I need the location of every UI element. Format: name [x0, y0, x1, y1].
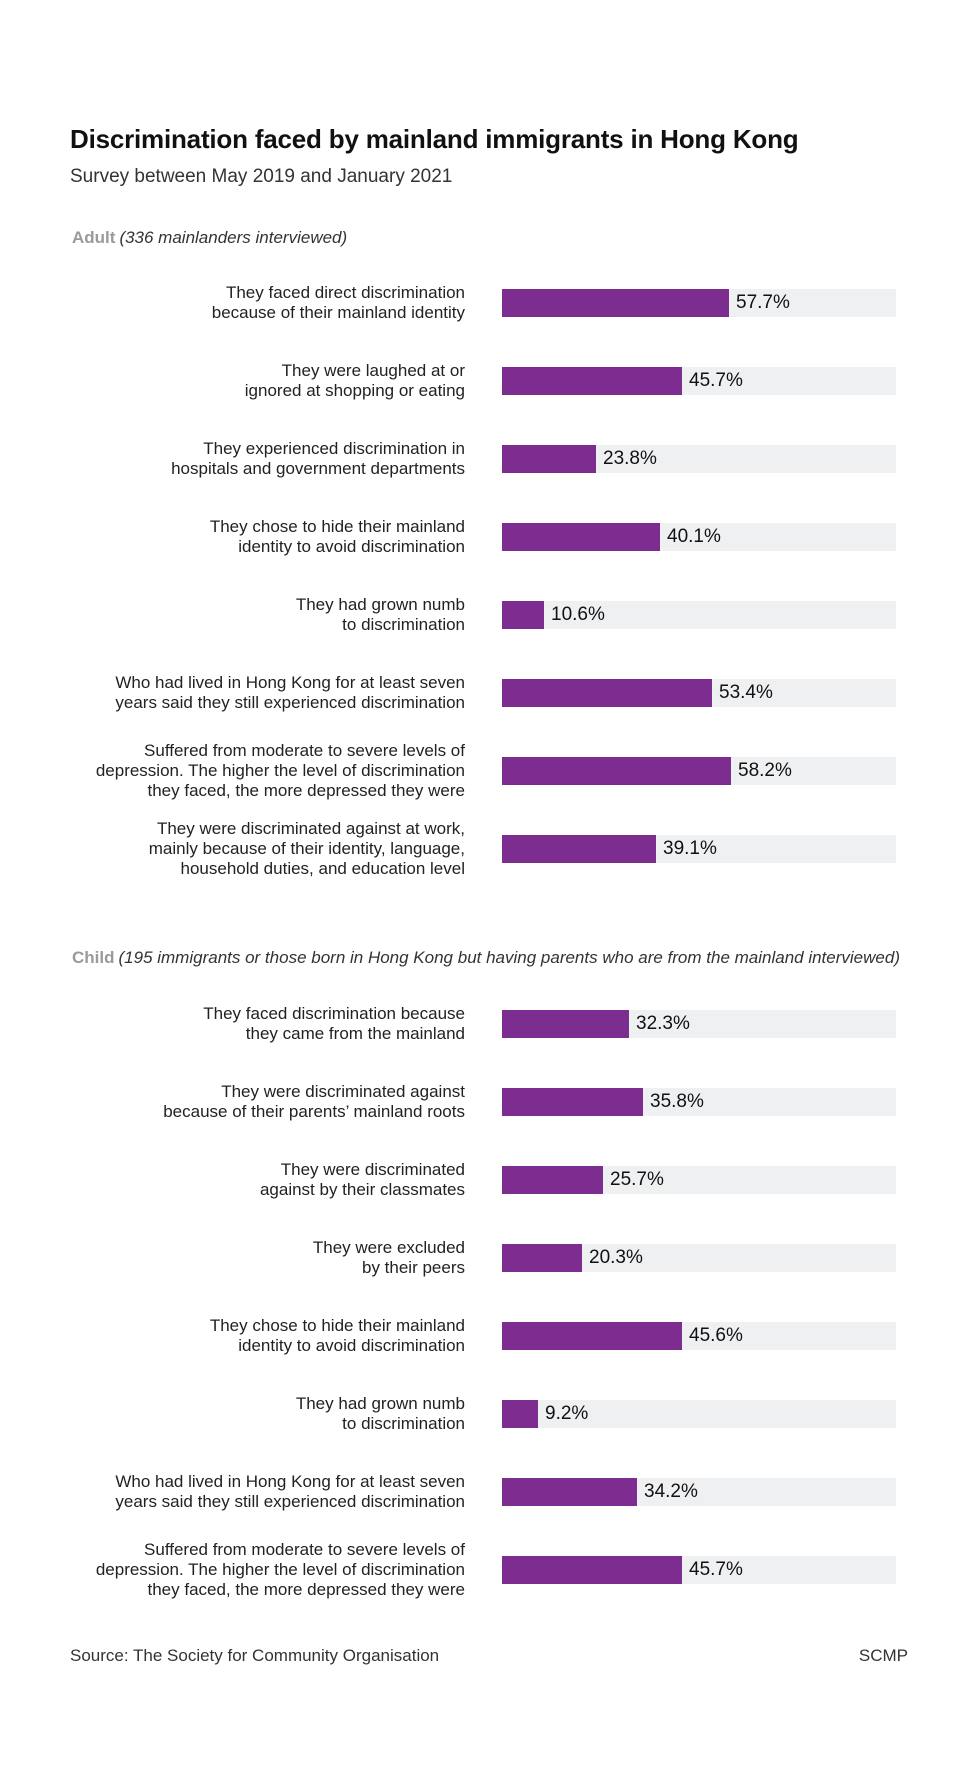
- bar-track: 34.2%: [502, 1478, 896, 1506]
- bar: [502, 835, 656, 863]
- bar-track: 25.7%: [502, 1166, 896, 1194]
- bar-value-label: 35.8%: [650, 1091, 704, 1112]
- bar-row: They experienced discrimination in hospit…: [0, 429, 972, 489]
- bar-row: They chose to hide their mainland identit…: [0, 507, 972, 567]
- bar-label: They experienced discrimination in hospit…: [171, 439, 465, 478]
- bar-row: They were laughed at or ignored at shoppi…: [0, 351, 972, 411]
- bar-label: They were discriminated against because o…: [163, 1082, 465, 1121]
- bar-row: They were excluded by their peers 20.3%: [0, 1228, 972, 1288]
- bar-track: 45.7%: [502, 367, 896, 395]
- bar-value-label: 57.7%: [736, 292, 790, 313]
- section-note: (336 mainlanders interviewed): [119, 228, 348, 247]
- bar-label: They had grown numb to discrimination: [295, 1394, 465, 1433]
- bar-row: They were discriminated against at work,…: [0, 819, 972, 879]
- bar-value-label: 34.2%: [644, 1481, 698, 1502]
- bar-track: 57.7%: [502, 289, 896, 317]
- bar-label: Who had lived in Hong Kong for at least …: [115, 1472, 465, 1511]
- section-name: Child: [72, 948, 115, 967]
- bar-track: 40.1%: [502, 523, 896, 551]
- bar-row: They had grown numb to discrimination 9.2%: [0, 1384, 972, 1444]
- bar-row: Suffered from moderate to severe levels …: [0, 741, 972, 801]
- bar-label: They had grown numb to discrimination: [295, 595, 465, 634]
- bar-label: They chose to hide their mainland identit…: [209, 1316, 465, 1355]
- bar-row: They were discriminated against by their …: [0, 1150, 972, 1210]
- bar-track: 32.3%: [502, 1010, 896, 1038]
- bar: [502, 601, 544, 629]
- bar-value-label: 45.6%: [689, 1325, 743, 1346]
- bar-row: They were discriminated against because o…: [0, 1072, 972, 1132]
- bar-track: 35.8%: [502, 1088, 896, 1116]
- bar-track: 10.6%: [502, 601, 896, 629]
- bar: [502, 1322, 682, 1350]
- bar-value-label: 20.3%: [589, 1247, 643, 1268]
- bar-row: Who had lived in Hong Kong for at least …: [0, 1462, 972, 1522]
- bar-row: They chose to hide their mainland identit…: [0, 1306, 972, 1366]
- section-header-child: Child (195 immigrants or those born in Ho…: [72, 948, 900, 968]
- bar: [502, 445, 596, 473]
- bar-value-label: 45.7%: [689, 370, 743, 391]
- section-name: Adult: [72, 228, 116, 247]
- bar-track: 23.8%: [502, 445, 896, 473]
- bar-track: 45.6%: [502, 1322, 896, 1350]
- bar-value-label: 23.8%: [603, 448, 657, 469]
- bar: [502, 1556, 682, 1584]
- bar-label: They were discriminated against by their …: [259, 1160, 465, 1199]
- bar: [502, 1010, 629, 1038]
- section-header-adult: Adult (336 mainlanders interviewed): [72, 228, 347, 248]
- bar-label: Who had lived in Hong Kong for at least …: [115, 673, 465, 712]
- bar-label: They were laughed at or ignored at shoppi…: [244, 361, 465, 400]
- bar-label: Suffered from moderate to severe levels …: [95, 741, 465, 800]
- bar: [502, 1088, 643, 1116]
- bar-track: 9.2%: [502, 1400, 896, 1428]
- brand-logo-text: SCMP: [858, 1646, 908, 1665]
- bar-label: They faced direct discrimination because …: [211, 283, 465, 322]
- bar: [502, 1478, 637, 1506]
- bar-value-label: 53.4%: [719, 682, 773, 703]
- bar-value-label: 25.7%: [610, 1169, 664, 1190]
- bar: [502, 1400, 538, 1428]
- chart-title: Discrimination faced by mainland immigra…: [70, 124, 799, 154]
- bar-label: They were discriminated against at work,…: [148, 819, 465, 878]
- bar-label: Suffered from moderate to severe levels …: [95, 1540, 465, 1599]
- bar-track: 20.3%: [502, 1244, 896, 1272]
- chart-subtitle: Survey between May 2019 and January 2021: [70, 166, 453, 187]
- bar-value-label: 58.2%: [738, 760, 792, 781]
- bar: [502, 679, 712, 707]
- bar: [502, 367, 682, 395]
- bar: [502, 1166, 603, 1194]
- bar-row: Who had lived in Hong Kong for at least …: [0, 663, 972, 723]
- bar-value-label: 39.1%: [663, 838, 717, 859]
- bar-track: 39.1%: [502, 835, 896, 863]
- bar-row: They faced direct discrimination because …: [0, 273, 972, 333]
- bar-value-label: 9.2%: [545, 1403, 589, 1424]
- bar: [502, 1244, 582, 1272]
- bar-track: 58.2%: [502, 757, 896, 785]
- bar: [502, 289, 729, 317]
- bar-row: They faced discrimination because they ca…: [0, 994, 972, 1054]
- bar-value-label: 32.3%: [636, 1013, 690, 1034]
- bar: [502, 757, 731, 785]
- bar-value-label: 45.7%: [689, 1559, 743, 1580]
- section-note: (195 immigrants or those born in Hong Ko…: [118, 948, 900, 967]
- bar-value-label: 10.6%: [551, 604, 605, 625]
- bar-row: Suffered from moderate to severe levels …: [0, 1540, 972, 1600]
- bar-label: They were excluded by their peers: [312, 1238, 465, 1277]
- bar-row: They had grown numb to discrimination 10.6…: [0, 585, 972, 645]
- bar-value-label: 40.1%: [667, 526, 721, 547]
- bar-track: 53.4%: [502, 679, 896, 707]
- bar-track: 45.7%: [502, 1556, 896, 1584]
- bar-label: They chose to hide their mainland identit…: [209, 517, 465, 556]
- bar: [502, 523, 660, 551]
- source-note: Source: The Society for Community Organi…: [70, 1646, 440, 1665]
- bar-label: They faced discrimination because they ca…: [203, 1004, 465, 1043]
